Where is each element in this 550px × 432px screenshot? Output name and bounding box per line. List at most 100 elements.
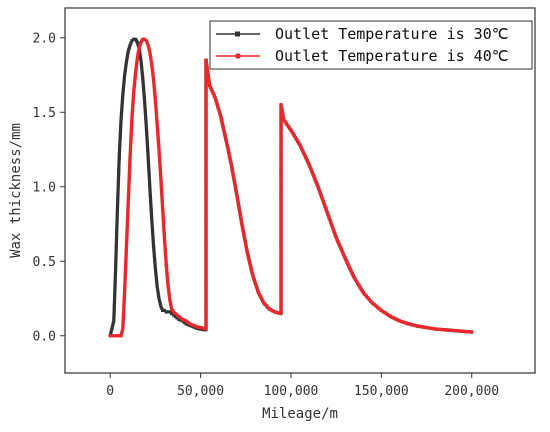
data-point [141,83,145,87]
data-point [118,129,123,133]
data-point [143,103,147,107]
data-point [125,57,129,62]
data-point [118,140,122,144]
data-point [140,71,144,76]
data-point [139,58,143,62]
data-point [155,284,159,289]
data-point [151,242,156,246]
data-point [145,138,149,142]
data-point [147,177,151,181]
data-point [147,179,152,183]
data-point [153,264,157,269]
data-point [116,187,120,192]
data-point [115,207,120,211]
data-point [147,164,151,168]
data-point [154,271,158,275]
data-point [150,224,154,228]
data-point [182,320,186,324]
data-point [142,96,146,100]
data-point [140,74,145,78]
legend: Outlet Temperature is 30℃ Outlet Temperat… [209,20,533,70]
data-point [145,144,150,148]
data-point [157,296,161,301]
data-point [110,327,114,331]
data-point [112,299,117,303]
data-point [114,251,118,255]
data-point [116,179,121,183]
data-point [149,211,153,215]
data-point [119,113,123,118]
data-point [114,256,118,260]
data-point [146,146,150,151]
data-point [114,267,118,271]
data-point [152,249,156,253]
data-point [114,240,119,244]
data-point [135,40,139,44]
x-tick-label: 150,000 [354,384,409,399]
data-point [144,121,148,125]
data-point [151,244,156,248]
x-tick-label: 50,000 [177,384,224,399]
legend-marker [235,31,240,37]
data-point [149,205,153,209]
data-point [469,330,474,334]
data-point [115,211,119,216]
data-point [139,63,143,67]
data-point [118,133,122,137]
data-point [115,214,119,218]
data-point [117,159,121,163]
data-point [119,120,123,124]
data-point [115,222,119,227]
data-point [114,247,118,251]
data-point [114,258,118,262]
data-point [145,142,149,146]
data-point [158,301,162,306]
series-layer [108,37,474,338]
data-point [113,280,117,284]
data-point [164,310,168,314]
data-point [119,116,123,120]
data-point [116,174,121,179]
y-tick-label: 0.5 [33,255,56,270]
data-point [120,101,124,105]
data-point [120,107,124,111]
data-point [150,215,154,220]
data-point [115,220,119,224]
data-point [149,207,153,211]
data-point [115,234,119,238]
data-point [116,201,120,205]
data-point [146,155,150,159]
data-point [147,172,151,177]
data-point [149,209,153,213]
legend-marker [235,53,241,59]
data-point [186,322,190,327]
data-point [162,308,167,313]
data-point [112,319,116,323]
data-point [149,213,154,217]
data-point [154,273,158,278]
data-point [173,314,177,318]
data-point [114,249,118,253]
data-point [148,190,152,194]
data-point [112,301,117,306]
data-point [114,253,118,258]
data-point [126,51,130,55]
data-point [138,56,143,60]
data-point [116,183,120,187]
data-point [177,317,181,321]
data-point [111,321,115,325]
y-tick-label: 1.5 [33,106,56,121]
data-point [120,103,124,107]
data-point [115,231,119,236]
data-point [109,329,113,334]
data-point [154,278,159,282]
data-point [150,220,154,224]
data-point [119,122,123,126]
x-tick-label: 200,000 [444,384,499,399]
data-point [150,226,154,231]
data-point [121,90,125,94]
data-point [153,267,157,271]
legend-box [209,20,533,70]
data-point [118,142,122,146]
data-point [142,87,146,91]
